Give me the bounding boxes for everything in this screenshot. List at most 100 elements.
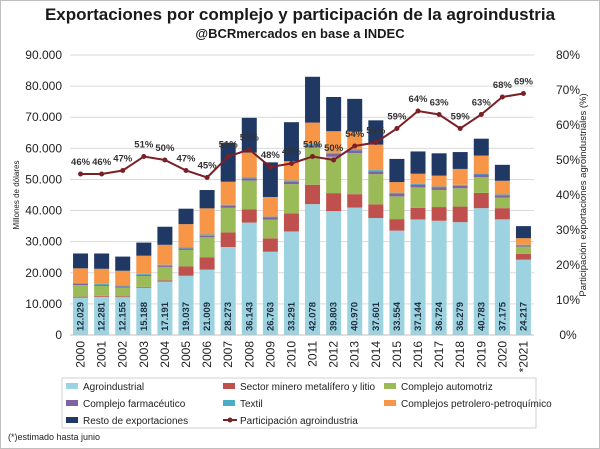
bar-segment-1 [283,213,299,232]
participation-label: 69% [514,77,534,88]
participation-label: 51% [134,140,154,151]
bar-segment-1 [241,209,257,223]
bar-segment-4 [326,152,342,154]
participation-label: 46% [92,157,112,168]
participation-label: 47% [113,154,133,165]
bar-segment-3 [452,185,468,189]
participation-line: 46% 46% 47%51% 50%47%45%51%53%48% 49%51% 50%5… [71,77,534,180]
x-tick-label: 2009 [263,341,277,368]
bar-segment-2 [473,177,489,193]
bar-segment-5 [241,152,257,178]
participation-label: 59% [387,112,407,123]
bar-segment-6 [94,253,110,269]
chart-title: Exportaciones por complejo y participaci… [44,5,556,24]
participation-point [246,147,252,152]
footnote: (*)estimado hasta junio [8,432,101,442]
bar-segment-3 [283,181,299,185]
agro-value-label: 42.078 [308,302,319,331]
participation-label: 64% [408,94,428,105]
bar-segment-0 [220,247,236,335]
participation-point [99,171,105,177]
bar-segment-6 [347,98,363,132]
bar-segment-6 [283,122,299,162]
agro-value-label: 12.281 [97,301,108,331]
bar-segment-3 [157,265,173,267]
legend-box [61,377,537,429]
x-tick-label: 2005 [179,341,193,368]
participation-label: 45% [198,161,218,172]
bar-segment-0 [368,218,384,335]
agro-value-label: 19.037 [181,302,192,331]
bar-segment-3 [220,205,236,208]
y-tick-label: 20.000 [25,266,62,280]
bar-segment-6 [262,162,278,197]
bar-segment-3 [262,217,278,220]
bar-segment-6 [73,253,89,269]
agro-value-label: 37.175 [497,301,508,331]
bar-segment-3 [494,195,510,198]
bar-segment-2 [410,187,426,208]
bar-segment-2 [220,207,236,233]
bar-segment-4 [494,194,510,196]
participation-label: 51% [219,140,239,151]
x-tick-label: 2016 [411,341,425,368]
bar-segment-4 [452,184,468,186]
x-tick-label: 2012 [327,341,341,368]
x-tick-label: 2000 [74,341,88,368]
bar-segment-6 [326,97,342,132]
agro-value-label: 12.029 [76,302,87,331]
bar-segment-1 [515,253,531,260]
bar-segment-2 [368,174,384,205]
y-tick-label: 40.000 [25,204,62,218]
x-tick-label: 2020 [495,341,509,368]
bar-segment-6 [473,138,489,156]
bar-segment-1 [494,208,510,220]
agro-value-label: 36.143 [244,302,255,331]
bar-segment-1 [452,206,468,223]
agro-value-label: 17.191 [160,301,171,331]
x-tick-label: 2010 [284,341,298,368]
bar-segment-4 [241,177,257,179]
bar-segment-2 [199,237,215,258]
y2-tick-label: 10% [556,293,580,307]
legend-label: Complejo farmacéutico [83,399,186,410]
bar-segment-3 [368,171,384,175]
bar-segment-2 [157,266,173,281]
legend-label: Textil [240,399,263,410]
bar-segment-0 [178,275,194,335]
bar-segment-6 [199,190,215,209]
bar-segment-4 [283,180,299,182]
legend-swatch [384,383,396,389]
bar-segment-1 [94,295,110,297]
agro-value-label: 40.970 [350,302,361,331]
x-tick-label: 2007 [221,341,235,368]
bar-segment-5 [283,161,299,181]
bar-segment-6 [431,153,447,176]
bar-segment-3 [473,174,489,178]
y-tick-label: 30.000 [25,235,62,249]
bars: 12.029 12.281 12.155 15.188 17.191 19.037 21.0… [73,76,531,335]
bar-segment-4 [178,247,194,249]
bar-segment-0 [136,287,152,335]
x-tick-label: 2018 [453,341,467,368]
bar-segment-4 [410,183,426,185]
x-tick-label: 2019 [474,341,488,368]
y-tick-label: 90.000 [25,48,62,62]
bar-segment-0 [410,219,426,335]
y2-tick-label: 80% [556,48,580,62]
bar-segment-0 [389,230,405,335]
participation-label: 68% [493,80,513,91]
bar-segment-3 [136,274,152,276]
agro-value-label: 33.554 [392,301,403,331]
y-tick-label: 50.000 [25,172,62,186]
bar-segment-3 [347,150,363,154]
bar-segment-3 [515,245,531,247]
x-tick-label: 2013 [348,341,362,368]
bar-segment-6 [241,117,257,153]
bar-segment-0 [157,281,173,335]
bar-segment-1 [157,280,173,282]
participation-point [436,112,442,117]
bar-segment-0 [199,269,215,335]
legend-label: Agroindustrial [83,382,144,393]
bar-segment-0 [283,231,299,335]
